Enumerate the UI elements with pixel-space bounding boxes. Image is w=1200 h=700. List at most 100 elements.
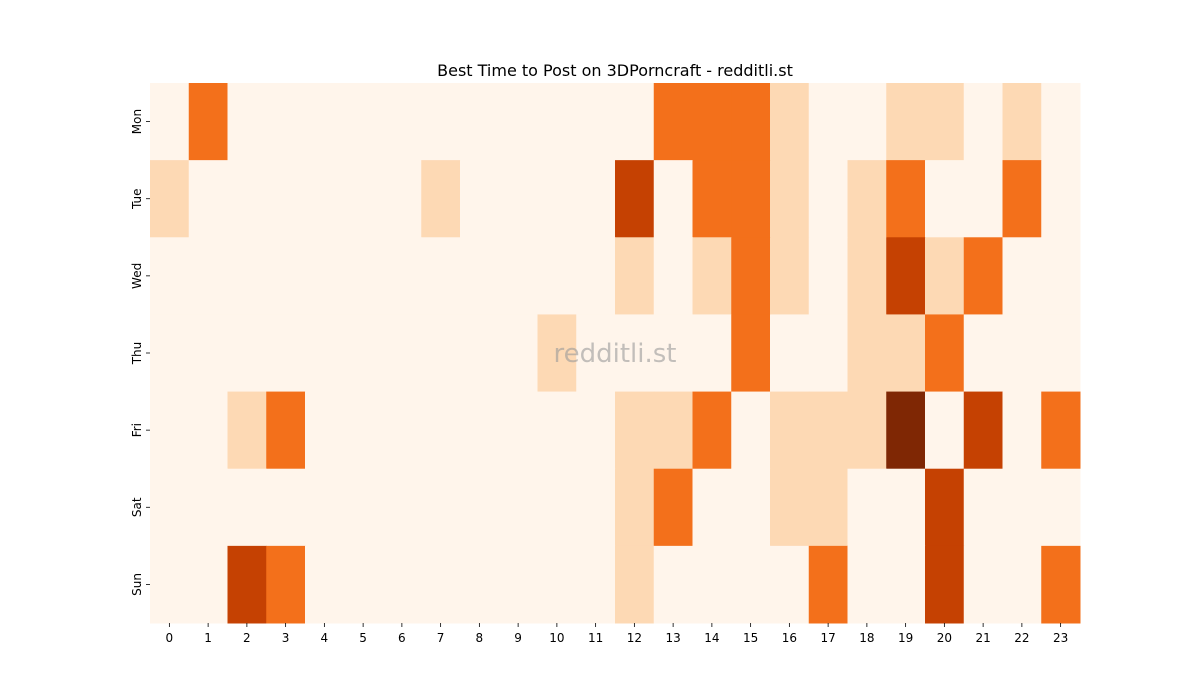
heatmap-cell-tue-13	[653, 160, 693, 238]
heatmap-cell-sat-21	[963, 468, 1003, 547]
heatmap-cell-mon-16	[770, 83, 810, 161]
heatmap-cell-sun-17	[808, 545, 848, 624]
heatmap-cell-wed-17	[808, 237, 848, 315]
heatmap-cell-thu-21	[963, 314, 1003, 393]
heatmap-cell-wed-4	[305, 237, 345, 315]
heatmap-cell-wed-12	[615, 237, 655, 315]
heatmap-cell-thu-8	[460, 314, 500, 393]
heatmap-cell-mon-22	[1002, 83, 1042, 161]
heatmap-cell-tue-18	[847, 160, 887, 238]
heatmap-cell-mon-9	[498, 83, 538, 161]
x-tick-label-18: 18	[859, 631, 874, 645]
heatmap-cell-sun-14	[692, 545, 732, 624]
heatmap-cell-sun-22	[1002, 545, 1042, 624]
heatmap-cell-sun-18	[847, 545, 887, 624]
heatmap-cell-mon-15	[731, 83, 771, 161]
x-tick-label-4: 4	[321, 631, 329, 645]
heatmap-cell-thu-9	[498, 314, 538, 393]
heatmap-cell-wed-11	[576, 237, 616, 315]
heatmap-cell-wed-9	[498, 237, 538, 315]
heatmap-cell-thu-2	[227, 314, 267, 393]
heatmap-cell-sat-1	[188, 468, 228, 547]
heatmap-cell-fri-12	[615, 391, 655, 470]
heatmap-cell-tue-12	[615, 160, 655, 238]
heatmap-cell-sat-15	[731, 468, 771, 547]
heatmap-cell-wed-14	[692, 237, 732, 315]
heatmap-cell-sat-22	[1002, 468, 1042, 547]
heatmap-cell-wed-16	[770, 237, 810, 315]
heatmap-cell-sun-3	[266, 545, 306, 624]
heatmap-cell-mon-8	[460, 83, 500, 161]
x-tick-label-12: 12	[627, 631, 642, 645]
x-tick-label-6: 6	[398, 631, 406, 645]
heatmap-cell-sun-2	[227, 545, 267, 624]
heatmap-cell-mon-17	[808, 83, 848, 161]
heatmap-cell-tue-17	[808, 160, 848, 238]
heatmap-cell-sun-4	[305, 545, 345, 624]
heatmap-cell-mon-0	[150, 83, 190, 161]
heatmap-cell-mon-2	[227, 83, 267, 161]
heatmap-cell-wed-2	[227, 237, 267, 315]
heatmap-cell-sun-13	[653, 545, 693, 624]
heatmap-cell-wed-15	[731, 237, 771, 315]
watermark: redditli.st	[554, 339, 677, 369]
heatmap-cell-mon-12	[615, 83, 655, 161]
heatmap-cell-mon-1	[188, 83, 228, 161]
heatmap-cell-sun-16	[770, 545, 810, 624]
heatmap-cell-wed-19	[886, 237, 926, 315]
heatmap-cell-thu-3	[266, 314, 306, 393]
heatmap-cell-tue-3	[266, 160, 306, 238]
y-tick-label-wed: Wed	[130, 263, 144, 289]
heatmap-cell-thu-16	[770, 314, 810, 393]
heatmap-cell-thu-15	[731, 314, 771, 393]
heatmap-cell-fri-1	[188, 391, 228, 470]
heatmap-cell-mon-20	[925, 83, 965, 161]
heatmap-cell-tue-6	[382, 160, 422, 238]
x-tick-label-3: 3	[282, 631, 290, 645]
heatmap-cell-thu-13	[653, 314, 693, 393]
heatmap-cell-mon-5	[343, 83, 383, 161]
heatmap-cell-sat-19	[886, 468, 926, 547]
y-tick-label-mon: Mon	[130, 109, 144, 134]
heatmap-cell-fri-8	[460, 391, 500, 470]
x-tick-label-14: 14	[704, 631, 719, 645]
heatmap-cell-fri-9	[498, 391, 538, 470]
y-tick-label-tue: Tue	[130, 188, 144, 210]
x-tick-label-19: 19	[898, 631, 913, 645]
x-tick-label-22: 22	[1014, 631, 1029, 645]
y-tick-label-sat: Sat	[130, 497, 144, 517]
heatmap-cell-wed-1	[188, 237, 228, 315]
y-tick-label-thu: Thu	[130, 342, 144, 366]
heatmap-cell-thu-5	[343, 314, 383, 393]
heatmap-cell-sat-5	[343, 468, 383, 547]
heatmap-cell-wed-23	[1041, 237, 1081, 315]
heatmap-cell-sun-10	[537, 545, 577, 624]
heatmap-cell-sat-0	[150, 468, 190, 547]
heatmap-cell-tue-15	[731, 160, 771, 238]
heatmap-cell-sat-18	[847, 468, 887, 547]
heatmap-cell-thu-10	[537, 314, 577, 393]
heatmap-cell-wed-21	[963, 237, 1003, 315]
heatmap-cell-tue-11	[576, 160, 616, 238]
heatmap-cell-tue-14	[692, 160, 732, 238]
heatmap-cell-sat-9	[498, 468, 538, 547]
heatmap-cell-fri-14	[692, 391, 732, 470]
heatmap-cell-mon-19	[886, 83, 926, 161]
heatmap-cell-sun-20	[925, 545, 965, 624]
heatmap-cell-fri-19	[886, 391, 926, 470]
heatmap-cell-thu-4	[305, 314, 345, 393]
heatmap-cell-sat-23	[1041, 468, 1081, 547]
heatmap-cell-sun-21	[963, 545, 1003, 624]
heatmap-cell-tue-7	[421, 160, 461, 238]
x-tick-label-11: 11	[588, 631, 603, 645]
heatmap-cell-thu-11	[576, 314, 616, 393]
heatmap-cell-mon-14	[692, 83, 732, 161]
heatmap-cell-sun-0	[150, 545, 190, 624]
heatmap-cell-wed-13	[653, 237, 693, 315]
x-tick-label-17: 17	[820, 631, 835, 645]
heatmap-cell-sun-19	[886, 545, 926, 624]
heatmap-cell-thu-17	[808, 314, 848, 393]
x-tick-label-10: 10	[549, 631, 564, 645]
heatmap-cell-sun-8	[460, 545, 500, 624]
heatmap-cell-fri-0	[150, 391, 190, 470]
